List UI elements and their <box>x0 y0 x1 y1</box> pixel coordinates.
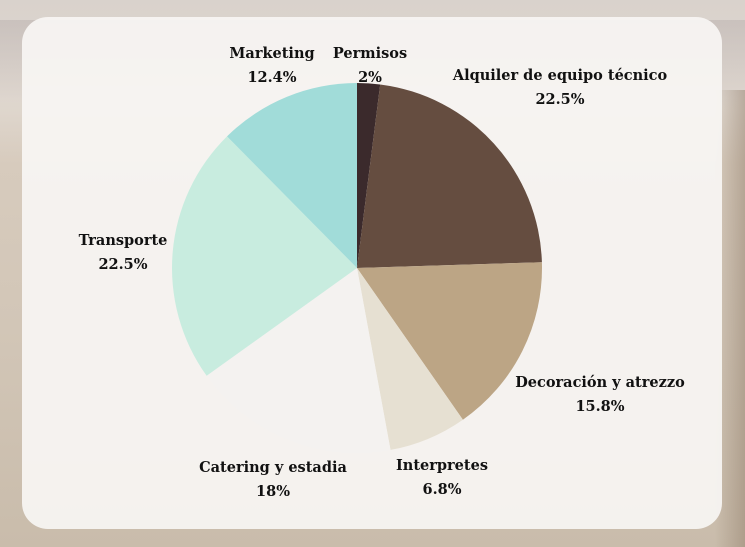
pie-slice-permisos <box>357 83 381 268</box>
slice-value-transporte: 22.5% <box>98 256 147 273</box>
slice-value-interpretes: 6.8% <box>422 481 461 498</box>
pie-slice-alquiler-de-equipo-tecnico <box>357 84 542 269</box>
slice-value-marketing: 12.4% <box>247 69 296 86</box>
slice-value-alquiler-de-equipo-tecnico: 22.5% <box>535 91 584 108</box>
slice-value-catering-y-estadia: 18% <box>256 483 290 500</box>
pie-slice-transporte <box>171 136 357 376</box>
slice-label-marketing: Marketing <box>229 45 314 62</box>
pie-slice-marketing <box>227 83 357 268</box>
slice-label-transporte: Transporte <box>79 232 168 249</box>
pie-slice-interpretes <box>357 268 463 450</box>
slice-value-decoracion-y-atrezzo: 15.8% <box>575 398 624 415</box>
slice-label-interpretes: Interpretes <box>396 457 488 474</box>
slice-value-permisos: 2% <box>358 69 382 86</box>
slice-label-catering-y-estadia: Catering y estadia <box>199 459 347 476</box>
slice-label-decoracion-y-atrezzo: Decoración y atrezzo <box>515 374 685 391</box>
pie-slice-decoracion-y-atrezzo <box>357 262 542 420</box>
pie-slice-catering-y-estadia <box>206 268 391 454</box>
slice-label-permisos: Permisos <box>333 45 407 62</box>
slice-label-alquiler-de-equipo-tecnico: Alquiler de equipo técnico <box>452 67 668 84</box>
